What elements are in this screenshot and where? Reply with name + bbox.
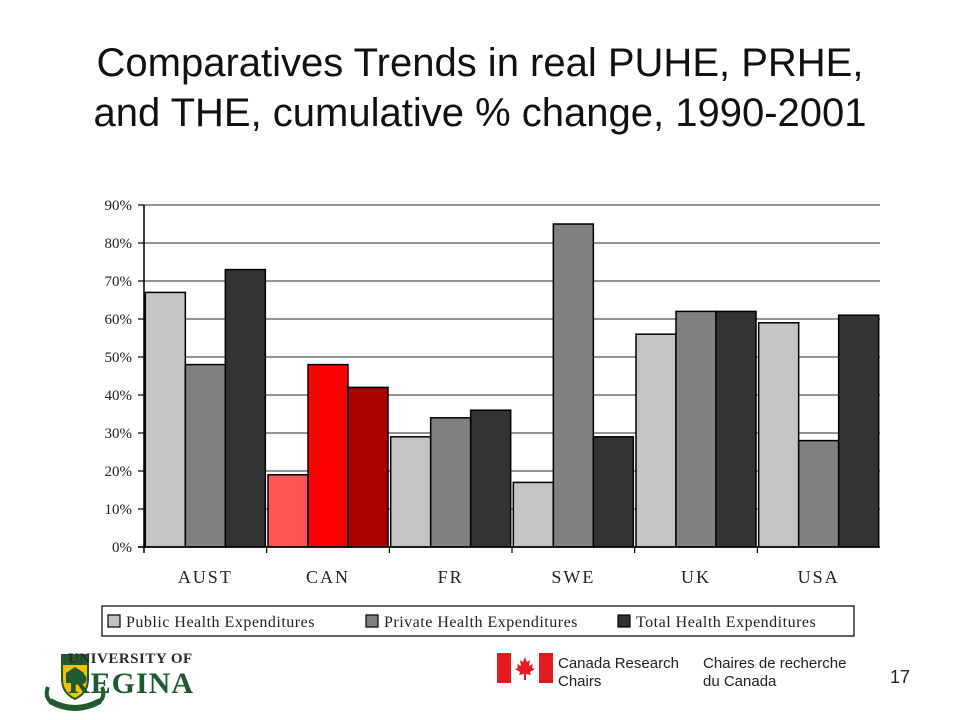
legend-label: Private Health Expenditures (384, 614, 578, 631)
bar-swe-private (552, 223, 595, 548)
bar-fr-public (389, 436, 432, 548)
crc-fr-line-1: Chaires de recherche (703, 655, 847, 672)
bar-fr-private (429, 417, 472, 548)
y-tick-label: 30% (105, 426, 133, 442)
bar-swe-public (512, 481, 555, 548)
legend-box (101, 605, 855, 637)
legend-swatch (617, 614, 631, 628)
bar-aust-public (144, 291, 187, 548)
y-tick-label: 10% (105, 502, 133, 518)
slide-footer: UNIVERSITY OF REGINA Canada Research Cha… (0, 645, 960, 720)
university-of-regina-logo (44, 654, 106, 711)
y-tick-label: 20% (105, 464, 133, 480)
page-number: 17 (889, 667, 910, 687)
x-tick-label: SWE (551, 567, 595, 587)
x-tick-label: UK (681, 567, 711, 587)
university-name-line-2: REGINA (68, 667, 195, 700)
title-line-1: Comparatives Trends in real PUHE, PRHE, (96, 41, 864, 85)
crc-en-line-1: Canada Research (558, 655, 679, 672)
university-name-line-1: UNIVERSITY OF (68, 651, 193, 667)
canada-research-chairs-en: Canada Research Chairs (558, 655, 698, 691)
x-tick-label: AUST (178, 567, 233, 587)
canada-research-chairs-fr: Chaires de recherche du Canada (703, 655, 863, 691)
title-line-2: and THE, cumulative % change, 1990-2001 (93, 91, 867, 135)
canada-flag-icon (497, 653, 553, 683)
y-tick-label: 60% (105, 312, 133, 328)
bar-uk-private (675, 310, 717, 548)
bar-uk-public (635, 333, 677, 548)
crc-fr-line-2: du Canada (703, 673, 777, 690)
x-tick-label: CAN (306, 567, 350, 587)
legend-label: Total Health Expenditures (636, 614, 816, 631)
bar-can-total (347, 386, 389, 548)
bar-uk-total (715, 310, 757, 548)
bar-chart: 0% 10% 20% 30% 40% 50% 60% 70% 80% 90% AUST CAN FR S… (101, 198, 880, 637)
y-tick-label: 50% (105, 350, 133, 366)
bar-aust-private (184, 363, 227, 548)
legend-label: Public Health Expenditures (126, 614, 315, 631)
y-tick-label: 90% (105, 198, 133, 214)
bar-swe-total (592, 436, 635, 548)
y-tick-label: 0% (112, 540, 132, 556)
x-axis-ticks: AUST CAN FR SWE UK USA (178, 547, 840, 587)
y-tick-label: 70% (105, 274, 133, 290)
bars (144, 223, 880, 548)
gridlines (144, 204, 880, 510)
bar-fr-total (469, 409, 512, 548)
x-tick-label: FR (438, 567, 464, 587)
bar-usa-total (837, 314, 880, 548)
x-tick-label: USA (798, 567, 840, 587)
bar-usa-private (797, 439, 840, 548)
bar-can-private (307, 363, 349, 548)
crc-en-line-2: Chairs (558, 673, 602, 690)
legend-swatch (107, 614, 121, 628)
bar-usa-public (757, 322, 800, 548)
legend-swatch (365, 614, 379, 628)
bar-aust-total (224, 268, 267, 548)
y-axis-ticks: 0% 10% 20% 30% 40% 50% 60% 70% 80% 90% (105, 198, 144, 556)
y-tick-label: 80% (105, 236, 133, 252)
y-tick-label: 40% (105, 388, 133, 404)
bar-can-public (267, 474, 309, 548)
legend: Public Health Expenditures Private Health… (101, 605, 855, 637)
slide-title: Comparatives Trends in real PUHE, PRHE, … (0, 38, 960, 138)
